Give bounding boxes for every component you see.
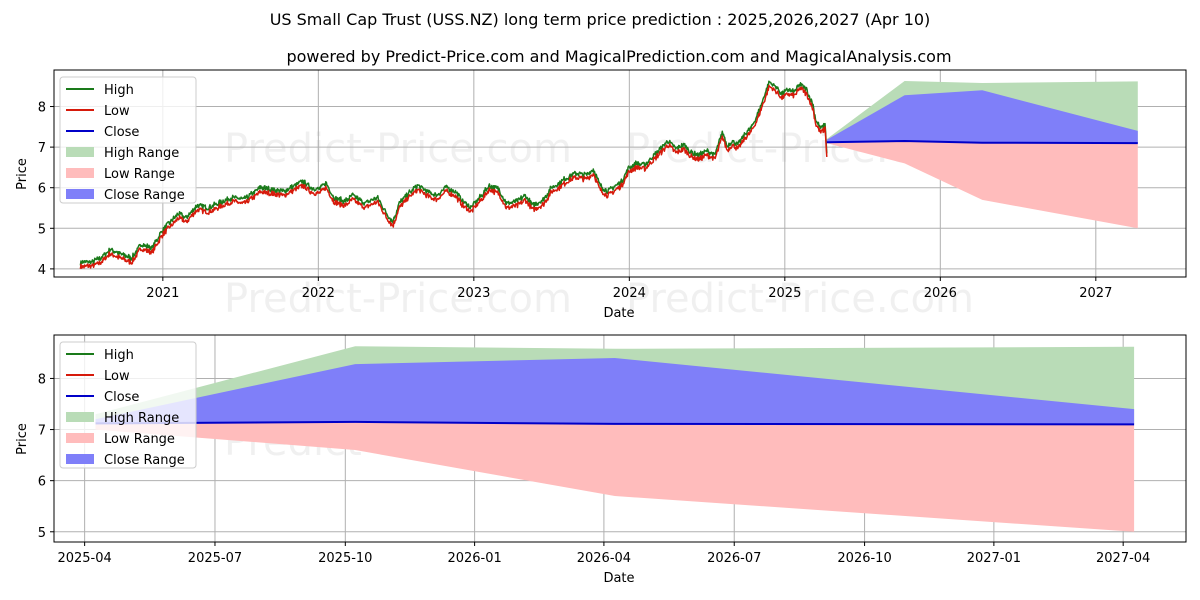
top-x-tick-label: 2027 (1079, 286, 1112, 301)
bottom-legend-high-range-swatch (66, 412, 94, 422)
top-series-lines (79, 80, 1138, 269)
bottom-y-tick-label: 5 (38, 526, 46, 541)
top-low-price-line (79, 84, 828, 269)
bottom-y-tick-label: 8 (38, 372, 46, 387)
top-range-areas (826, 81, 1138, 229)
top-y-axis-label: Price (15, 158, 30, 190)
bottom-y-axis-label: Price (15, 423, 30, 455)
bottom-series-lines (95, 420, 1135, 426)
watermark-top-3: Predict-Price.com (224, 276, 572, 322)
bottom-legend-low-range-label: Low Range (104, 432, 175, 447)
bottom-y-tick-label: 7 (38, 424, 46, 439)
bottom-legend: High Low Close High Range Low Range Close Ran… (59, 341, 197, 469)
bottom-x-tick-label: 2026-01 (447, 551, 501, 566)
bottom-close-range-area (95, 358, 1135, 425)
chart-title: US Small Cap Trust (USS.NZ) long term pr… (270, 10, 931, 29)
bottom-legend-close-label: Close (104, 390, 139, 405)
top-legend-low-label: Low (104, 104, 130, 119)
bottom-legend-high-label: High (104, 348, 134, 363)
top-low-range-area (826, 141, 1138, 229)
bottom-chart-panel: Predict-Price.com Predict-Price.com 2025… (15, 334, 1187, 586)
bottom-range-areas (95, 346, 1135, 532)
top-close-forecast-line (826, 140, 1138, 145)
top-legend-high-range-swatch (66, 147, 94, 157)
bottom-close-forecast-line (95, 420, 1135, 426)
bottom-x-tick-label: 2026-07 (707, 551, 761, 566)
top-close-range-area (826, 90, 1138, 144)
top-x-tick-label: 2026 (924, 286, 957, 301)
top-high-price-line (79, 80, 828, 266)
top-y-tick-label: 5 (38, 222, 46, 237)
bottom-x-tick-label: 2026-04 (577, 551, 631, 566)
bottom-x-tick-label: 2027-01 (967, 551, 1021, 566)
watermark-top-4: Predict-Price.com (626, 276, 974, 322)
top-legend-low-range-swatch (66, 168, 94, 178)
top-legend-high-range-label: High Range (104, 146, 179, 161)
bottom-x-tick-label: 2027-04 (1096, 551, 1150, 566)
chart-subtitle: powered by Predict-Price.com and Magical… (286, 47, 951, 66)
top-legend: High Low Close High Range Low Range Close Ran… (59, 76, 197, 204)
top-x-tick-label: 2021 (146, 286, 179, 301)
top-x-tick-label: 2023 (457, 286, 490, 301)
bottom-x-tick-label: 2026-10 (837, 551, 891, 566)
bottom-legend-low-range-swatch (66, 433, 94, 443)
top-x-tick-label: 2024 (613, 286, 646, 301)
bottom-plot-frame (53, 334, 1187, 543)
top-y-tick-label: 7 (38, 141, 46, 156)
bottom-y-tick-label: 6 (38, 475, 46, 490)
bottom-low-range-area (95, 422, 1135, 532)
watermark-top-1: Predict-Price.com (224, 126, 572, 172)
bottom-x-axis-label: Date (603, 571, 634, 586)
top-legend-high-label: High (104, 83, 134, 98)
bottom-axis-ticks: 2025-04 2025-07 2025-10 2026-01 2026-04 2026-… (38, 372, 1151, 566)
top-y-tick-label: 8 (38, 101, 46, 116)
bottom-x-tick-label: 2025-10 (318, 551, 372, 566)
top-plot-frame (53, 69, 1187, 278)
top-chart-panel: Predict-Price.com Predict-Price.com Pred… (15, 69, 1187, 322)
bottom-x-tick-label: 2025-07 (188, 551, 242, 566)
bottom-legend-high-range-label: High Range (104, 411, 179, 426)
top-legend-close-range-label: Close Range (104, 188, 185, 203)
top-axis-ticks: 2021 2022 2023 2024 2025 2026 2027 4 5 6 7 8 (38, 101, 1113, 301)
top-x-axis-label: Date (603, 306, 634, 321)
bottom-x-tick-label: 2025-04 (57, 551, 111, 566)
top-legend-close-label: Close (104, 125, 139, 140)
top-x-tick-label: 2025 (768, 286, 801, 301)
top-legend-low-range-label: Low Range (104, 167, 175, 182)
top-x-tick-label: 2022 (302, 286, 335, 301)
top-legend-close-range-swatch (66, 189, 94, 199)
top-y-tick-label: 6 (38, 182, 46, 197)
bottom-legend-close-range-label: Close Range (104, 453, 185, 468)
top-y-tick-label: 4 (38, 263, 46, 278)
bottom-legend-low-label: Low (104, 369, 130, 384)
bottom-legend-close-range-swatch (66, 454, 94, 464)
